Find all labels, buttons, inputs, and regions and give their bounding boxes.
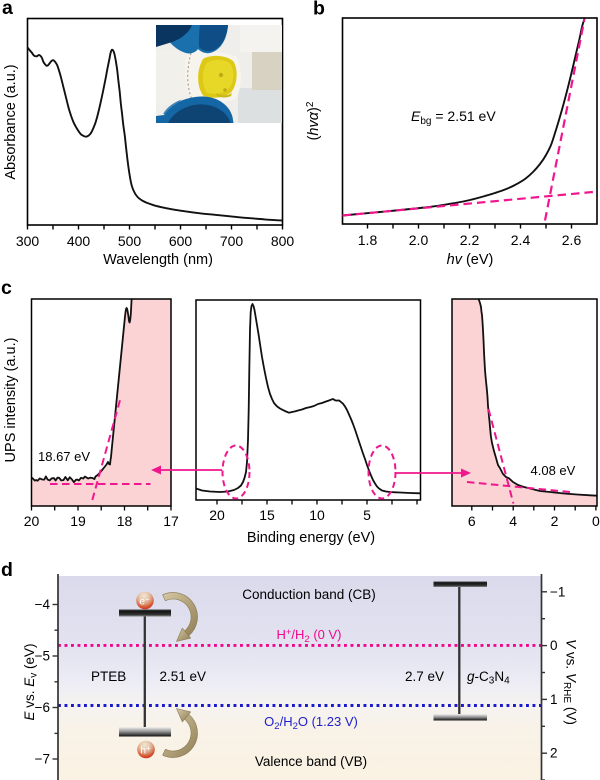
svg-text:5: 5: [363, 507, 371, 523]
svg-text:2.0: 2.0: [409, 232, 429, 248]
svg-text:E vs. Ev (eV): E vs. Ev (eV): [22, 643, 40, 720]
svg-text:0: 0: [550, 638, 558, 653]
svg-text:2.6: 2.6: [562, 232, 582, 248]
svg-text:1.8: 1.8: [358, 232, 378, 248]
svg-text:g-C3N4: g-C3N4: [467, 669, 510, 687]
svg-text:4.08 eV: 4.08 eV: [531, 463, 576, 478]
svg-text:700: 700: [220, 233, 244, 249]
svg-text:2.2: 2.2: [460, 232, 480, 248]
svg-text:−7: −7: [35, 752, 50, 767]
svg-text:2: 2: [551, 513, 559, 529]
svg-text:a: a: [2, 0, 13, 19]
svg-text:2: 2: [550, 746, 558, 761]
svg-text:18.67 eV: 18.67 eV: [38, 449, 90, 464]
svg-text:10: 10: [309, 507, 325, 523]
svg-text:−5: −5: [35, 649, 50, 664]
svg-text:2.7 eV: 2.7 eV: [405, 669, 444, 684]
svg-text:1: 1: [550, 692, 558, 707]
svg-text:6: 6: [468, 513, 476, 529]
svg-text:0: 0: [592, 513, 600, 529]
svg-text:b: b: [313, 0, 325, 20]
svg-text:−6: −6: [35, 700, 50, 715]
svg-text:20: 20: [24, 513, 40, 529]
svg-text:UPS intensity (a.u.): UPS intensity (a.u.): [3, 338, 19, 463]
svg-text:20: 20: [209, 507, 225, 523]
svg-text:Wavelength (nm): Wavelength (nm): [103, 252, 213, 268]
svg-text:19: 19: [70, 513, 86, 529]
svg-text:300: 300: [16, 233, 40, 249]
svg-text:h+: h+: [140, 744, 151, 757]
svg-text:400: 400: [67, 233, 91, 249]
svg-text:O2/H2O (1.23 V): O2/H2O (1.23 V): [264, 714, 358, 732]
svg-text:−1: −1: [550, 584, 565, 599]
svg-text:4: 4: [509, 513, 517, 529]
svg-text:V vs. VRHE (V): V vs. VRHE (V): [561, 639, 579, 725]
svg-text:H+/H2 (0 V): H+/H2 (0 V): [276, 627, 341, 645]
svg-text:c: c: [1, 277, 12, 299]
svg-text:−4: −4: [35, 597, 51, 612]
svg-text:2.51 eV: 2.51 eV: [160, 669, 207, 684]
svg-text:Absorbance (a.u.): Absorbance (a.u.): [3, 64, 19, 179]
svg-text:hv (eV): hv (eV): [447, 252, 494, 268]
svg-text:17: 17: [163, 513, 179, 529]
svg-text:PTEB: PTEB: [91, 669, 126, 684]
svg-text:800: 800: [271, 233, 295, 249]
svg-text:18: 18: [117, 513, 133, 529]
svg-text:600: 600: [169, 233, 193, 249]
svg-text:Ebg = 2.51 eV: Ebg = 2.51 eV: [411, 108, 496, 127]
svg-text:500: 500: [118, 233, 142, 249]
svg-text:e−: e−: [139, 595, 150, 608]
svg-text:(hvα)2: (hvα)2: [305, 101, 323, 140]
svg-text:15: 15: [259, 507, 275, 523]
svg-text:Valence band (VB): Valence band (VB): [255, 754, 367, 769]
svg-text:d: d: [1, 559, 13, 581]
svg-text:Conduction band (CB): Conduction band (CB): [242, 587, 376, 602]
svg-text:Binding energy (eV): Binding energy (eV): [247, 530, 375, 546]
svg-text:2.4: 2.4: [511, 232, 531, 248]
